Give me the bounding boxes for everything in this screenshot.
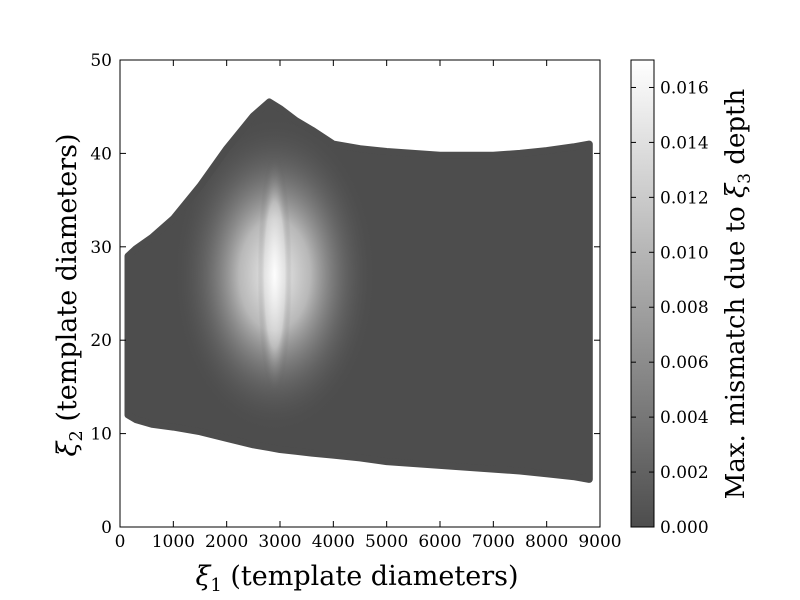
colorbar-tick-label: 0.010	[660, 243, 709, 263]
x-tick-label: 8000	[525, 532, 568, 552]
plot-frame	[119, 59, 601, 528]
colorbar-tick-label: 0.004	[660, 408, 709, 428]
colorbar-tick-label: 0.006	[660, 353, 709, 373]
colorbar-tick-label: 0.008	[660, 298, 709, 318]
y-axis-label: ξ2 (template diameters)	[52, 133, 87, 456]
x-tick-label: 0	[115, 532, 126, 552]
x-tick-label: 3000	[258, 532, 301, 552]
x-axis-ticks: 0 1000 2000 3000 4000 5000 6000 7000 8000 9000	[115, 60, 622, 552]
x-tick-label: 5000	[365, 532, 408, 552]
x-tick-label: 6000	[418, 532, 461, 552]
x-tick-label: 4000	[312, 532, 355, 552]
y-tick-label: 50	[90, 51, 112, 71]
colorbar-tick-label: 0.016	[660, 78, 709, 98]
y-tick-label: 30	[90, 238, 112, 258]
x-tick-label: 2000	[205, 532, 248, 552]
y-axis-ticks: 0 10 20 30 40 50	[90, 51, 600, 538]
colorbar-tick-label: 0.012	[660, 188, 709, 208]
heatmap-region-edge	[124, 98, 593, 483]
x-tick-label: 1000	[152, 532, 195, 552]
x-tick-label: 9000	[578, 532, 621, 552]
heatmap-peak-ridge	[257, 153, 292, 397]
colorbar-tick-label: 0.002	[660, 463, 709, 483]
colorbar-tick-label: 0.014	[660, 133, 709, 153]
colorbar	[630, 59, 655, 528]
y-tick-label: 20	[90, 331, 112, 351]
heatmap-region	[128, 102, 590, 480]
x-tick-label: 7000	[472, 532, 515, 552]
colorbar-ticks: 0.000 0.002 0.004 0.006 0.008 0.010 0.012 0.014…	[631, 78, 709, 538]
colorbar-tick-label: 0.000	[660, 518, 709, 538]
y-tick-label: 40	[90, 144, 112, 164]
x-axis-label: ξ1 (template diameters)	[195, 561, 518, 596]
colorbar-label: Max. mismatch due to ξ3 depth	[721, 88, 755, 499]
y-tick-label: 10	[90, 425, 112, 445]
y-tick-label: 0	[101, 518, 112, 538]
